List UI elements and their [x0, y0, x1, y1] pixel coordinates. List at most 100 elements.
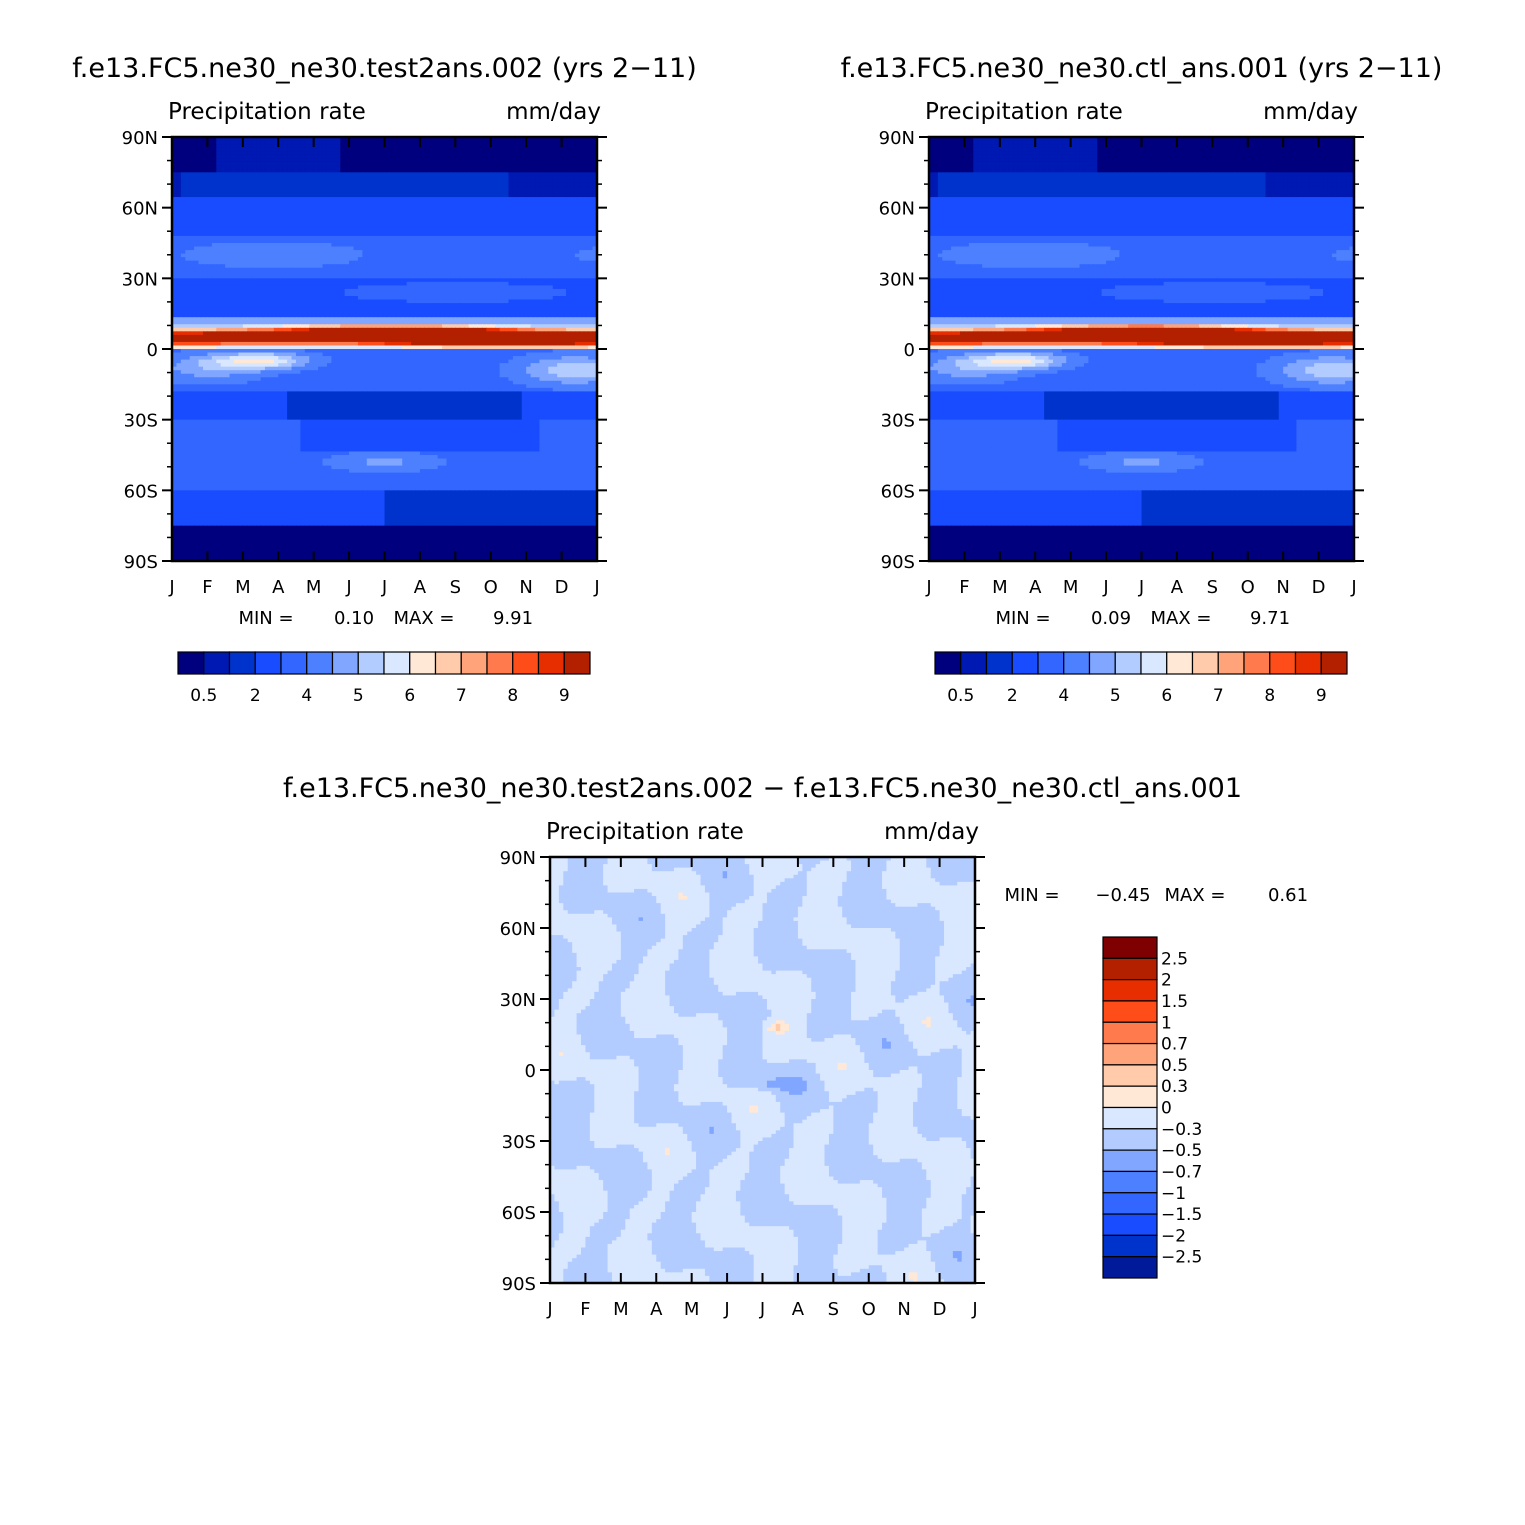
field-cell: [340, 317, 346, 322]
field-cell: [535, 165, 541, 170]
field-cell: [256, 211, 262, 216]
field-cell: [415, 232, 421, 237]
field-cell: [318, 179, 324, 184]
field-cell: [362, 306, 368, 311]
field-cell: [180, 172, 186, 177]
field-cell: [366, 190, 372, 195]
field-cell: [481, 186, 487, 191]
field-cell: [344, 267, 350, 272]
field-cell: [464, 204, 470, 209]
field-cell: [552, 292, 558, 297]
field-cell: [282, 207, 288, 212]
field-cell: [238, 313, 244, 318]
field-cell: [304, 211, 310, 216]
field-cell: [357, 232, 363, 237]
field-cell: [211, 137, 217, 142]
field-cell: [273, 274, 279, 279]
field-cell: [442, 306, 448, 311]
field-cell: [291, 239, 297, 244]
field-cell: [318, 243, 324, 248]
field-cell: [588, 288, 594, 294]
field-cell: [526, 317, 532, 322]
field-cell: [512, 296, 518, 301]
field-cell: [428, 182, 434, 188]
field-cell: [194, 292, 200, 297]
field-cell: [362, 140, 368, 145]
field-cell: [380, 200, 386, 205]
field-cell: [402, 271, 408, 276]
field-cell: [406, 285, 412, 290]
field-cell: [481, 182, 487, 188]
field-cell: [202, 158, 209, 163]
field-cell: [371, 264, 377, 269]
field-cell: [380, 147, 386, 152]
field-cell: [335, 144, 341, 149]
field-cell: [194, 235, 200, 241]
field-cell: [406, 200, 412, 205]
field-cell: [557, 299, 563, 304]
field-cell: [517, 313, 523, 318]
field-cell: [388, 175, 394, 180]
field-cell: [437, 140, 443, 145]
field-cell: [512, 278, 518, 283]
field-cell: [446, 264, 452, 269]
field-cell: [264, 278, 270, 283]
field-cell: [397, 218, 403, 223]
field-cell: [344, 317, 350, 322]
field-cell: [384, 292, 390, 297]
field-cell: [495, 193, 501, 198]
field-cell: [548, 204, 554, 209]
field-cell: [481, 168, 487, 173]
field-cell: [552, 243, 558, 248]
field-cell: [477, 186, 483, 191]
field-cell: [380, 168, 386, 173]
field-cell: [517, 154, 523, 159]
field-cell: [295, 228, 301, 233]
field-cell: [225, 158, 231, 163]
field-cell: [295, 292, 301, 297]
field-cell: [220, 179, 226, 184]
field-cell: [322, 260, 328, 265]
field-cell: [495, 154, 501, 159]
field-cell: [172, 292, 178, 297]
field-cell: [526, 260, 532, 265]
field-cell: [185, 186, 191, 191]
field-cell: [282, 161, 288, 166]
field-cell: [194, 165, 200, 170]
field-cell: [264, 182, 270, 188]
field-cell: [185, 218, 191, 223]
field-cell: [428, 303, 434, 308]
field-cell: [291, 165, 297, 170]
field-cell: [313, 264, 319, 269]
field-cell: [260, 296, 266, 301]
field-cell: [415, 239, 421, 244]
field-cell: [521, 288, 527, 294]
field-cell: [273, 200, 279, 205]
field-cell: [194, 158, 200, 163]
field-cell: [481, 225, 487, 230]
field-cell: [295, 204, 301, 209]
field-cell: [242, 264, 248, 269]
field-cell: [207, 165, 213, 170]
field-cell: [216, 253, 222, 258]
field-cell: [464, 193, 470, 198]
field-cell: [349, 179, 355, 184]
field-cell: [455, 200, 461, 205]
field-cell: [207, 246, 213, 251]
field-cell: [287, 296, 293, 301]
field-cell: [583, 214, 589, 219]
field-cell: [557, 211, 563, 216]
field-cell: [402, 232, 408, 237]
field-cell: [340, 306, 346, 311]
field-cell: [357, 264, 363, 269]
field-cell: [371, 218, 377, 223]
field-cell: [380, 165, 386, 170]
field-cell: [273, 303, 279, 308]
field-cell: [428, 200, 434, 205]
field-cell: [552, 317, 558, 322]
field-cell: [499, 303, 505, 308]
field-cell: [247, 207, 253, 212]
field-cell: [198, 200, 204, 205]
field-cell: [269, 186, 275, 191]
field-cell: [548, 228, 554, 233]
